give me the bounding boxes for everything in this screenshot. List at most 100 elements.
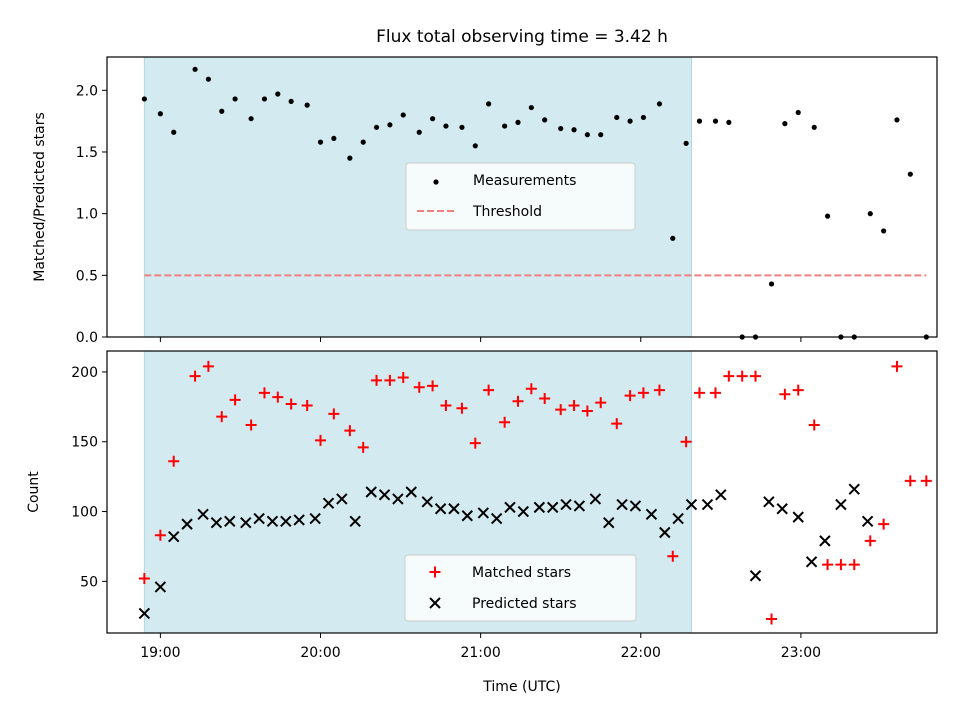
- matched-star-point: [709, 387, 721, 399]
- series-matched-stars: [138, 360, 932, 625]
- measurement-point: [571, 127, 577, 133]
- matched-star-point: [216, 411, 228, 423]
- measurement-point: [683, 140, 689, 146]
- legend: Measurements Threshold: [405, 162, 636, 231]
- predicted-star-point: [490, 512, 503, 525]
- predicted-star-point: [448, 503, 460, 515]
- measurement-point: [387, 122, 393, 128]
- measurement-point: [656, 101, 663, 107]
- predicted-star-point: [154, 581, 167, 593]
- measurement-point: [712, 118, 719, 124]
- measurement-point: [542, 117, 548, 123]
- matched-star-point: [315, 434, 327, 446]
- matched-star-point: [568, 399, 580, 411]
- x-tick-label: 20:00: [300, 645, 340, 661]
- legend-matched-swatch: [429, 566, 441, 578]
- measurement-point: [459, 124, 465, 130]
- predicted-star-point: [210, 517, 223, 529]
- measurement-point: [907, 171, 913, 177]
- predicted-star-point: [168, 530, 180, 543]
- measurement-point: [248, 116, 254, 122]
- predicted-star-point: [805, 556, 818, 568]
- measurement-point: [141, 96, 147, 102]
- predicted-star-point: [392, 493, 404, 505]
- predicted-star-point: [477, 507, 490, 519]
- predicted-star-point: [701, 498, 714, 511]
- measurement-point: [219, 108, 225, 114]
- matched-star-point: [667, 550, 679, 562]
- y-tick-label: 200: [71, 365, 98, 381]
- measurement-point: [696, 118, 703, 124]
- matched-star-point: [344, 425, 356, 437]
- series-predicted-stars: [138, 483, 874, 620]
- matched-star-point: [595, 397, 607, 409]
- x-axis-label: Time (UTC): [482, 679, 560, 695]
- matched-star-point: [539, 392, 551, 404]
- matched-star-point: [822, 559, 834, 571]
- matched-star-point: [848, 559, 860, 571]
- matched-star-point: [808, 419, 820, 431]
- matched-star-point: [864, 535, 876, 547]
- matched-star-point: [525, 383, 537, 395]
- matched-star-point: [693, 387, 705, 399]
- legend: Matched stars Predicted stars: [404, 554, 637, 622]
- figure-title: Flux total observing time = 3.42 h: [376, 27, 668, 47]
- predicted-star-point: [434, 503, 447, 515]
- predicted-star-point: [336, 493, 348, 505]
- legend-label: Measurements: [473, 173, 576, 189]
- y-tick-label: 0.0: [76, 330, 98, 346]
- matched-star-point: [723, 370, 735, 382]
- measurement-point: [429, 116, 436, 122]
- measurement-point: [584, 132, 590, 138]
- matched-star-point: [653, 384, 665, 396]
- predicted-star-point: [365, 486, 377, 498]
- matched-star-point: [499, 416, 511, 428]
- measurement-point: [782, 121, 788, 127]
- matched-star-point: [891, 360, 903, 372]
- predicted-star-point: [645, 508, 658, 521]
- measurement-point: [472, 143, 478, 149]
- y-tick-label: 0.5: [76, 268, 98, 284]
- predicted-star-point: [533, 501, 546, 514]
- matched-star-point: [189, 370, 201, 382]
- predicted-star-point: [378, 489, 391, 501]
- predicted-star-point: [629, 500, 642, 512]
- legend-label: Matched stars: [472, 565, 571, 581]
- measurement-point: [614, 114, 620, 121]
- measurement-point: [288, 98, 294, 105]
- matched-star-point: [750, 370, 762, 382]
- panel-1: 0.0 0.5 1.0 1.5 2.0 Matched/Predicted stars Me…: [32, 56, 938, 346]
- predicted-star-point: [546, 501, 559, 514]
- matched-star-point: [611, 418, 623, 430]
- y-tick-label: 1.5: [76, 145, 98, 161]
- predicted-star-point: [685, 498, 698, 511]
- series-measurements: [141, 66, 929, 340]
- matched-star-point: [397, 372, 409, 384]
- matched-star-point: [168, 455, 180, 467]
- predicted-star-point: [240, 517, 252, 529]
- legend-box: [405, 162, 636, 231]
- measurement-point: [811, 124, 817, 130]
- measurement-point: [157, 111, 163, 117]
- predicted-star-point: [349, 515, 361, 528]
- matched-star-point: [301, 399, 313, 411]
- predicted-star-point: [517, 505, 530, 518]
- measurement-point: [824, 213, 831, 219]
- predicted-star-point: [672, 512, 684, 525]
- predicted-star-point: [421, 496, 433, 508]
- measurement-point: [416, 129, 422, 135]
- measurement-point: [373, 124, 380, 130]
- measurement-point: [360, 139, 366, 145]
- predicted-star-point: [461, 510, 473, 522]
- matched-star-point: [371, 374, 383, 386]
- matched-star-point: [637, 387, 649, 399]
- predicted-star-point: [749, 570, 762, 582]
- measurement-point: [205, 76, 212, 82]
- matched-star-point: [138, 573, 150, 585]
- matched-star-point: [357, 441, 369, 453]
- matched-star-point: [792, 384, 804, 396]
- measurement-point: [400, 112, 406, 118]
- y-axis-label: Matched/Predicted stars: [32, 112, 48, 282]
